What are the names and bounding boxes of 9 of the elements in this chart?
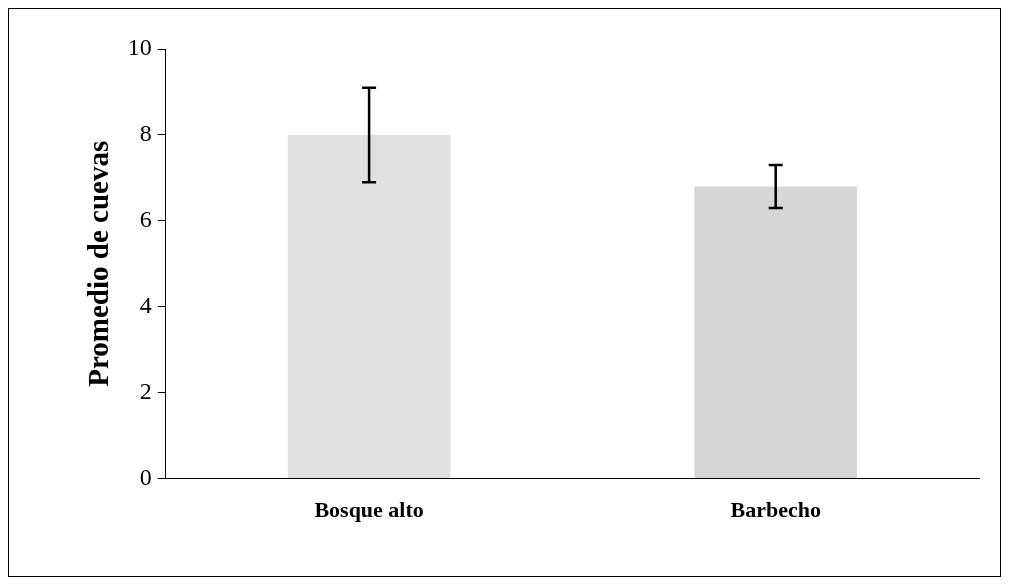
- y-axis-title: Promedio de cuevas: [81, 140, 114, 387]
- y-tick-label: 0: [139, 463, 152, 490]
- y-tick-label: 10: [127, 34, 152, 61]
- y-tick-label: 6: [139, 206, 152, 233]
- y-tick-label: 8: [139, 120, 152, 147]
- y-tick-label: 4: [139, 292, 152, 319]
- x-tick-label: Bosque alto: [314, 497, 424, 523]
- x-tick-label: Barbecho: [730, 497, 821, 523]
- y-tick-label: 2: [139, 377, 152, 404]
